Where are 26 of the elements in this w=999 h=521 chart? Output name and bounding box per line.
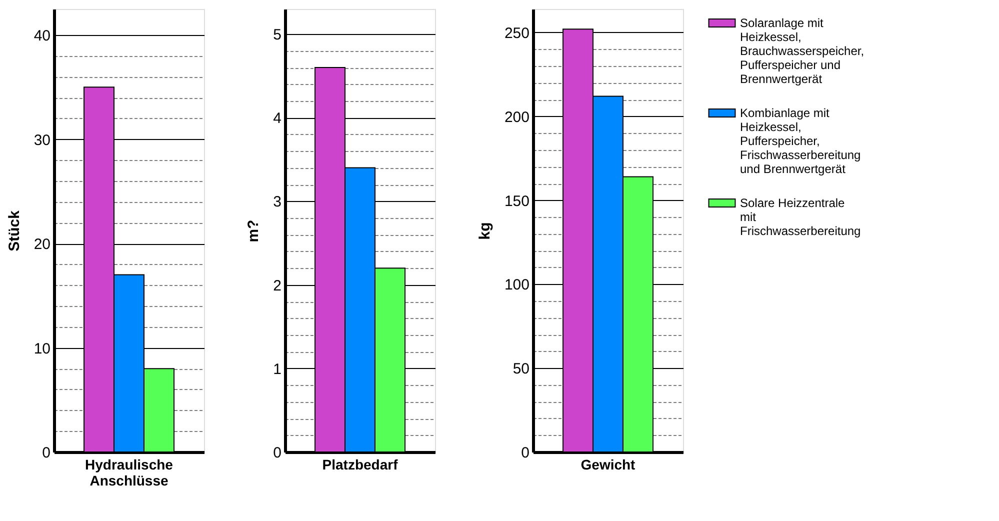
y-tick-label: 2 [273,277,282,294]
y-tick-label: 20 [34,236,50,254]
x-tick-label: Platzbedarf [322,456,398,472]
legend-label: Kombianlage mit Heizkessel, Pufferspeicher, Frischwasserbereitung und Brennwertgerät [740,106,861,176]
y-tick-label: 0 [273,444,282,462]
y-tick-label: 4 [273,110,282,128]
y-tick-label: 250 [504,24,530,42]
y-tick-label: 0 [42,444,50,462]
y-tick-label: 100 [504,276,530,294]
y-tick-label: 10 [34,340,50,358]
y-axis-title: m? [245,220,262,242]
legend-label: Solaranlage mit Heizkessel, Brauchwasserspeicher, Pufferspeicher und Brennwertgerät [740,16,864,86]
y-axis-title: Stück [6,210,23,252]
legend-label: Solare Heizzentrale mit Frischwasserbereitung [740,196,861,238]
y-tick-label: 1 [273,360,282,378]
y-tick-label: 5 [273,26,282,44]
y-tick-label: 30 [34,132,50,149]
x-tick-label: Hydraulische Anschlüsse [85,456,174,488]
y-tick-label: 0 [521,444,530,462]
y-tick-label: 40 [34,28,50,45]
y-tick-label: 3 [273,194,282,211]
y-tick-label: 200 [504,108,530,126]
y-tick-label: 50 [512,360,530,378]
y-axis-title: kg [476,222,494,240]
y-tick-label: 150 [504,192,530,210]
x-tick-label: Gewicht [580,456,636,472]
